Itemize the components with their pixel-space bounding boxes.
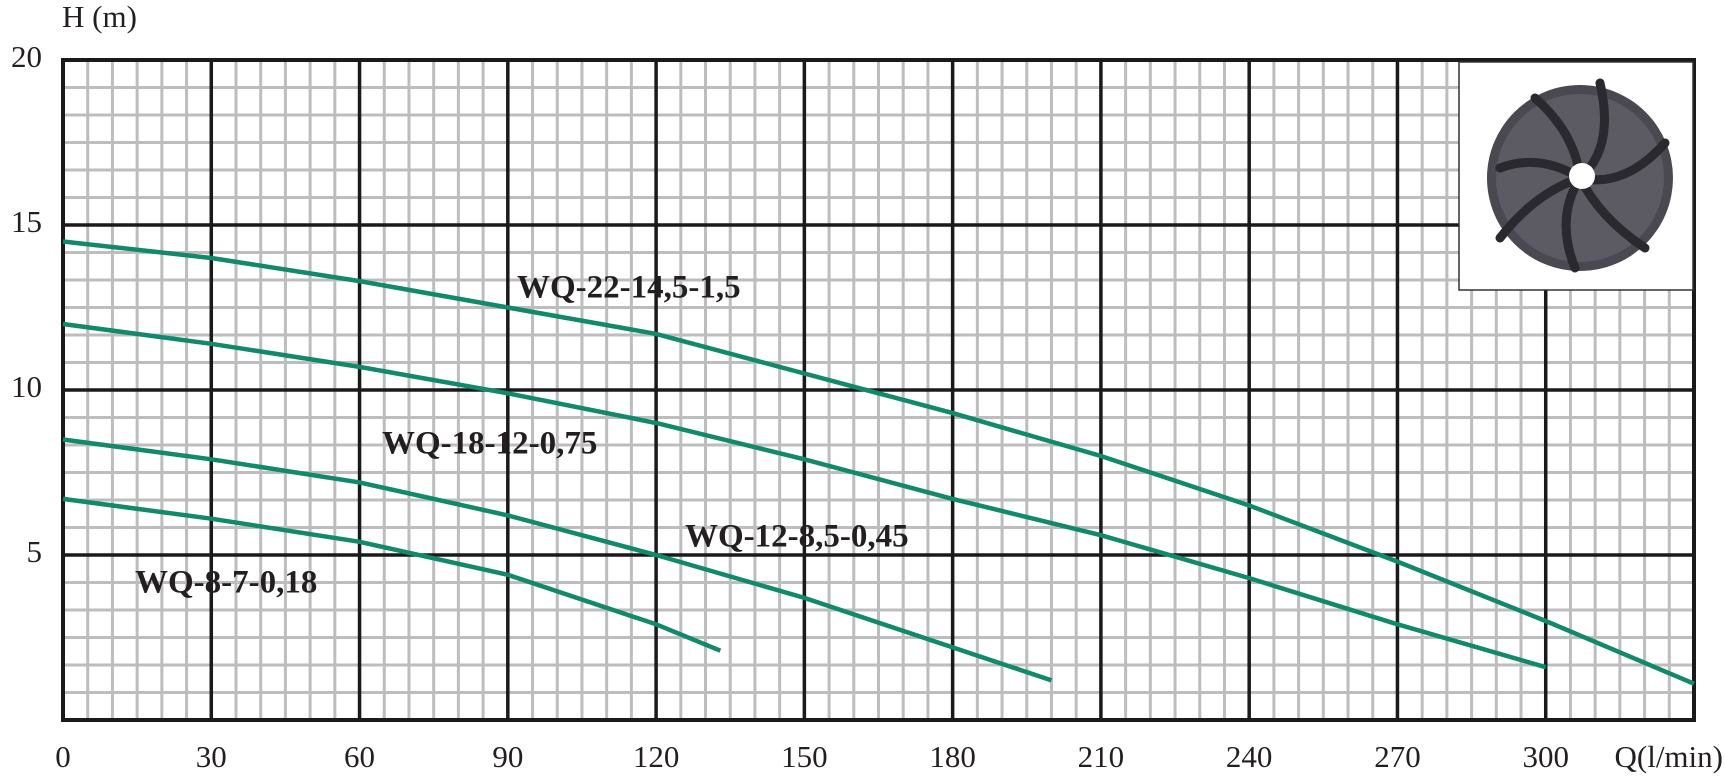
curve — [62, 496, 722, 653]
x-tick-label: 120 — [633, 739, 680, 774]
series-label: WQ-8-7-0,18 — [135, 565, 317, 601]
y-tick-label: 20 — [11, 39, 42, 74]
y-tick-label: 10 — [11, 369, 42, 404]
curve — [62, 321, 1547, 670]
y-axis-label: H (m) — [62, 0, 137, 34]
x-tick-label: 150 — [781, 739, 828, 774]
x-tick-label: 240 — [1226, 739, 1273, 774]
plot-frame — [61, 58, 1696, 722]
curves — [62, 239, 1695, 686]
x-axis-label: Q(l/min) — [1615, 739, 1724, 774]
x-tick-label: 300 — [1522, 739, 1569, 774]
series-label: WQ-12-8,5-0,45 — [685, 519, 909, 555]
x-tick-label: 180 — [929, 739, 976, 774]
x-tick-label: 0 — [55, 739, 71, 774]
x-tick-label: 60 — [344, 739, 375, 774]
x-tick-label: 270 — [1374, 739, 1421, 774]
y-tick-label: 5 — [27, 534, 43, 569]
x-tick-label: 210 — [1078, 739, 1125, 774]
x-tick-label: 90 — [492, 739, 523, 774]
x-tick-label: 30 — [196, 739, 227, 774]
impeller-photo — [1458, 61, 1694, 291]
series-label: WQ-18-12-0,75 — [382, 426, 597, 462]
curve — [62, 239, 1695, 686]
y-tick-label: 15 — [11, 204, 42, 239]
curve — [62, 437, 1053, 683]
series-label: WQ-22-14,5-1,5 — [517, 270, 741, 306]
